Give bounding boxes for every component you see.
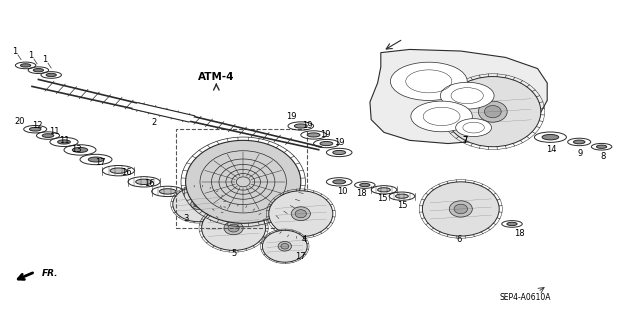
Circle shape xyxy=(411,101,472,132)
Ellipse shape xyxy=(278,241,292,251)
Ellipse shape xyxy=(596,145,607,148)
Ellipse shape xyxy=(294,124,307,128)
Text: 11: 11 xyxy=(59,137,69,145)
Ellipse shape xyxy=(58,140,70,144)
Text: 8: 8 xyxy=(600,152,605,161)
Text: 13: 13 xyxy=(72,145,82,154)
Ellipse shape xyxy=(573,140,585,144)
Ellipse shape xyxy=(29,127,41,131)
Ellipse shape xyxy=(194,201,203,207)
Text: ATM-4: ATM-4 xyxy=(198,71,235,82)
Text: 11: 11 xyxy=(49,127,60,136)
Text: 16: 16 xyxy=(145,179,155,188)
Text: 7: 7 xyxy=(462,136,467,145)
Ellipse shape xyxy=(269,191,333,237)
Ellipse shape xyxy=(378,188,390,192)
Text: 19: 19 xyxy=(320,130,330,139)
Ellipse shape xyxy=(224,221,243,235)
Text: 15: 15 xyxy=(378,194,388,203)
Ellipse shape xyxy=(159,189,176,194)
Ellipse shape xyxy=(186,140,301,223)
Ellipse shape xyxy=(191,199,206,210)
Text: 4: 4 xyxy=(301,235,307,244)
Text: 14: 14 xyxy=(547,145,557,154)
Ellipse shape xyxy=(262,230,307,262)
Text: 1: 1 xyxy=(12,47,17,56)
Text: 1: 1 xyxy=(42,56,47,64)
Text: 19: 19 xyxy=(302,121,312,130)
Text: 18: 18 xyxy=(356,189,367,198)
Text: FR.: FR. xyxy=(42,269,58,278)
Ellipse shape xyxy=(396,194,408,198)
Text: 12: 12 xyxy=(32,121,42,130)
Ellipse shape xyxy=(422,182,499,236)
Ellipse shape xyxy=(360,183,370,187)
Circle shape xyxy=(456,119,492,137)
Ellipse shape xyxy=(20,64,31,67)
Text: 15: 15 xyxy=(397,201,407,210)
Circle shape xyxy=(440,82,494,109)
Circle shape xyxy=(390,62,467,100)
Text: 3: 3 xyxy=(183,214,188,223)
Ellipse shape xyxy=(542,135,559,140)
Ellipse shape xyxy=(445,77,541,147)
Ellipse shape xyxy=(33,69,44,72)
Text: 19: 19 xyxy=(286,112,296,121)
Text: 6: 6 xyxy=(457,235,462,244)
Text: 2: 2 xyxy=(151,118,156,127)
Ellipse shape xyxy=(295,210,307,218)
Text: 17: 17 xyxy=(296,252,306,261)
Ellipse shape xyxy=(72,147,88,152)
Text: 1: 1 xyxy=(28,51,33,60)
Ellipse shape xyxy=(449,201,472,217)
Ellipse shape xyxy=(110,168,127,173)
Ellipse shape xyxy=(479,101,508,122)
Ellipse shape xyxy=(136,179,152,184)
Ellipse shape xyxy=(202,206,266,250)
Text: 17: 17 xyxy=(95,158,106,167)
Ellipse shape xyxy=(507,222,517,226)
Ellipse shape xyxy=(42,134,54,137)
Ellipse shape xyxy=(307,133,320,137)
Text: 16: 16 xyxy=(121,168,131,177)
Text: 9: 9 xyxy=(578,149,583,158)
Text: 5: 5 xyxy=(231,249,236,258)
Ellipse shape xyxy=(333,151,346,155)
Ellipse shape xyxy=(228,224,239,232)
Text: 7: 7 xyxy=(462,136,467,145)
Ellipse shape xyxy=(484,106,501,118)
Polygon shape xyxy=(370,49,547,144)
Text: 20: 20 xyxy=(14,117,24,126)
Ellipse shape xyxy=(454,204,467,214)
Text: 10: 10 xyxy=(337,187,348,196)
Ellipse shape xyxy=(320,142,333,145)
Ellipse shape xyxy=(173,187,224,222)
Ellipse shape xyxy=(281,243,289,249)
Text: SEP4-A0610A: SEP4-A0610A xyxy=(499,293,550,302)
Ellipse shape xyxy=(46,73,56,77)
Ellipse shape xyxy=(333,180,346,184)
Text: 18: 18 xyxy=(515,229,525,238)
Ellipse shape xyxy=(88,157,104,162)
Text: 19: 19 xyxy=(334,138,344,147)
Polygon shape xyxy=(132,103,195,122)
Ellipse shape xyxy=(291,207,310,221)
